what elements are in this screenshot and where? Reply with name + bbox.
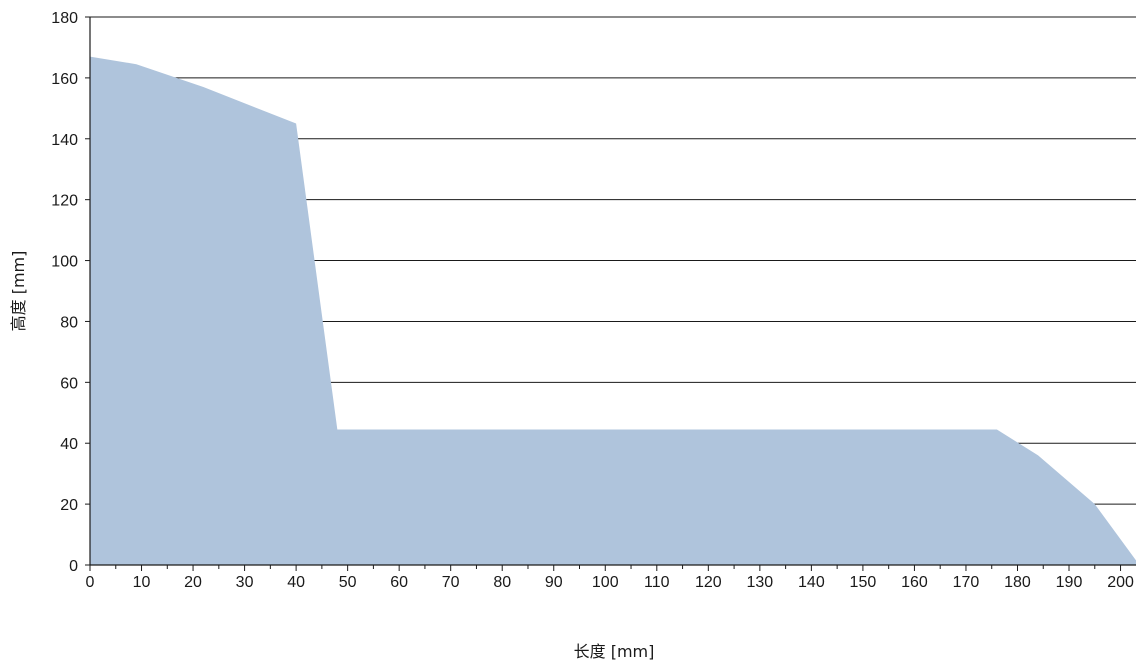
x-tick-label-110: 110 [644,574,670,591]
x-tick-label-60: 60 [390,574,408,591]
y-tick-label-60: 60 [60,375,78,392]
x-tick-label-0: 0 [86,574,95,591]
x-tick-label-40: 40 [287,574,305,591]
y-tick-label-160: 160 [51,71,78,88]
x-tick-label-70: 70 [442,574,460,591]
x-tick-label-170: 170 [953,574,980,591]
x-tick-label-10: 10 [133,574,151,591]
x-tick-label-30: 30 [236,574,254,591]
x-tick-label-120: 120 [695,574,722,591]
x-tick-label-90: 90 [545,574,563,591]
x-tick-label-160: 160 [901,574,928,591]
y-tick-labels: 0 20 40 60 80 100 120 140 160 180 [51,10,78,575]
x-tick-labels: 0 10 20 30 40 50 60 70 80 90 100 110 120 130 140 150 160… [86,574,1134,591]
y-axis-title: 高度 [mm] [9,251,28,332]
x-axis-title: 长度 [mm] [574,642,655,661]
y-tick-label-120: 120 [51,193,78,210]
x-tick-label-80: 80 [493,574,511,591]
x-tick-label-130: 130 [747,574,774,591]
area-series-0 [90,56,1136,565]
y-tick-label-20: 20 [60,497,78,514]
x-tick-label-200: 200 [1107,574,1134,591]
x-tick-label-140: 140 [798,574,825,591]
y-tick-label-40: 40 [60,436,78,453]
axes [85,16,1136,571]
x-tick-label-190: 190 [1056,574,1083,591]
x-tick-label-50: 50 [339,574,357,591]
y-tick-label-100: 100 [51,254,78,271]
plot-area [90,56,1136,565]
x-tick-label-180: 180 [1004,574,1031,591]
y-tick-label-80: 80 [60,314,78,331]
x-tick-label-100: 100 [592,574,619,591]
y-tick-label-140: 140 [51,132,78,149]
x-tick-label-20: 20 [184,574,202,591]
y-tick-label-0: 0 [69,558,78,575]
y-tick-label-180: 180 [51,10,78,27]
x-tick-label-150: 150 [850,574,877,591]
